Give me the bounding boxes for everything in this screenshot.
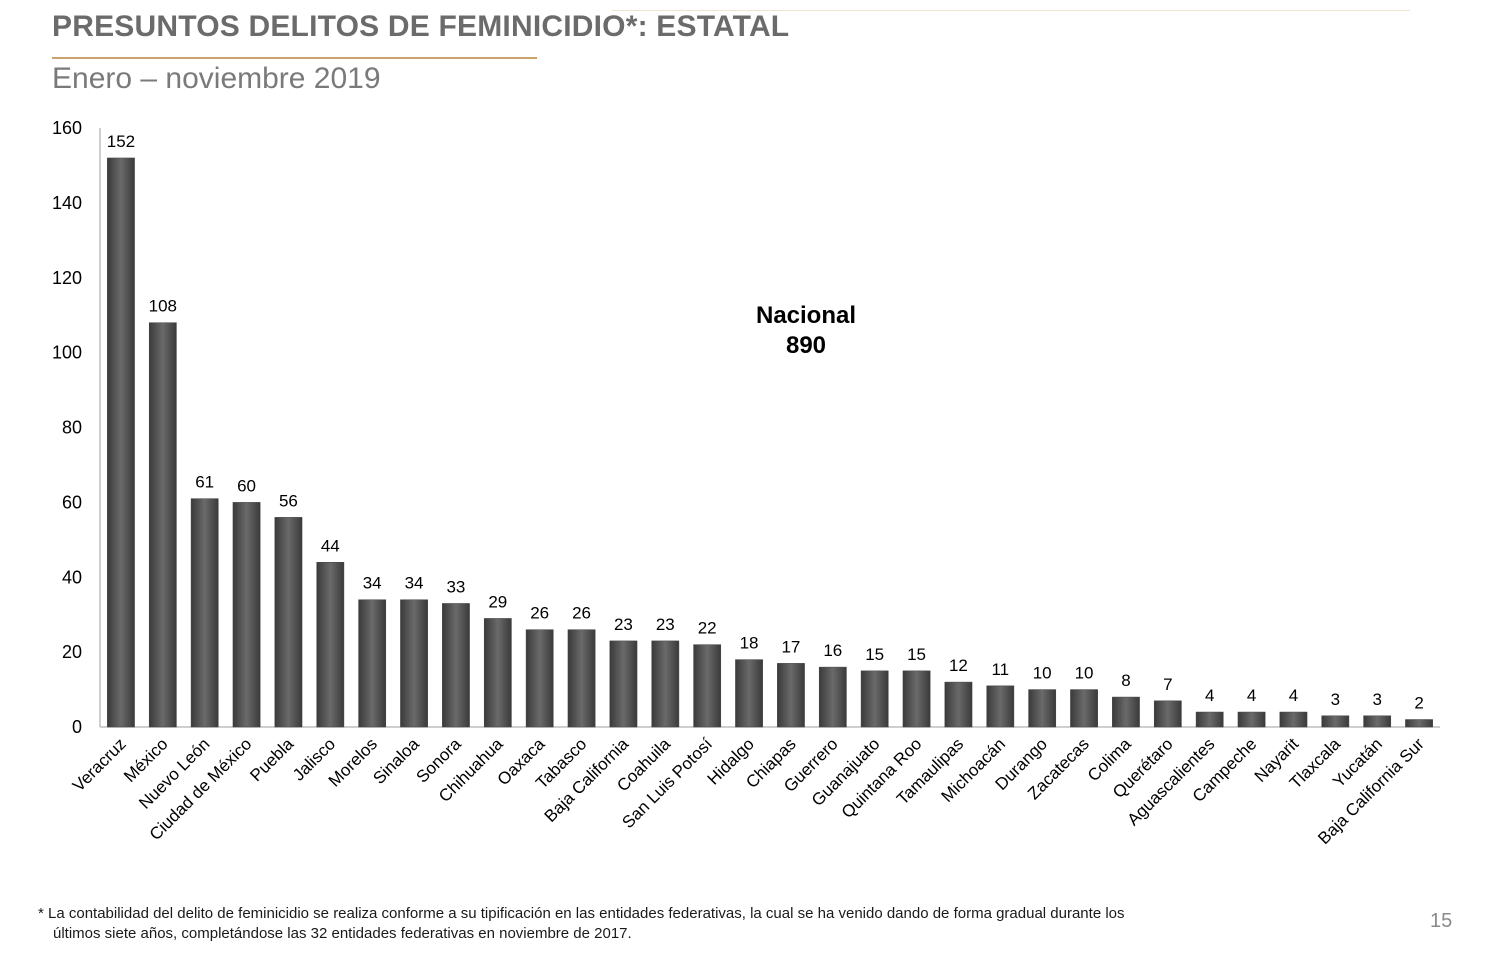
bar-value-label: 4 bbox=[1247, 686, 1256, 705]
bar bbox=[902, 670, 931, 728]
y-tick-label: 100 bbox=[52, 343, 82, 363]
x-tick-label: Sinaloa bbox=[369, 734, 423, 788]
bar-value-label: 12 bbox=[949, 656, 968, 675]
bar bbox=[1405, 719, 1433, 728]
bar bbox=[1070, 689, 1098, 728]
national-total-value: 890 bbox=[786, 332, 826, 359]
page-subtitle: Enero – noviembre 2019 bbox=[52, 62, 381, 95]
bar-value-label: 108 bbox=[149, 297, 177, 316]
bar bbox=[400, 599, 428, 728]
y-tick-label: 0 bbox=[72, 717, 82, 737]
bar-value-label: 152 bbox=[107, 132, 135, 151]
bar bbox=[442, 603, 470, 728]
bar bbox=[818, 666, 847, 728]
bar-value-label: 2 bbox=[1414, 694, 1423, 713]
bar bbox=[316, 562, 345, 728]
bar-value-label: 60 bbox=[237, 476, 256, 495]
bar bbox=[777, 663, 805, 728]
page-number: 15 bbox=[1430, 910, 1453, 932]
bar-value-label: 17 bbox=[781, 637, 800, 656]
y-tick-label: 160 bbox=[52, 118, 82, 138]
bar-value-label: 15 bbox=[865, 645, 884, 664]
bar-value-label: 56 bbox=[279, 491, 298, 510]
national-total-label: Nacional bbox=[756, 302, 856, 329]
bar-value-label: 3 bbox=[1331, 690, 1340, 709]
bar bbox=[148, 322, 177, 728]
bar-value-label: 29 bbox=[488, 592, 507, 611]
y-tick-label: 80 bbox=[62, 418, 82, 438]
bar bbox=[735, 659, 763, 728]
bar-value-label: 4 bbox=[1205, 686, 1214, 705]
bar-value-label: 22 bbox=[698, 619, 717, 638]
y-axis-ticks: 0 20 40 60 80 100 120 140 160 bbox=[52, 118, 82, 737]
top-decorative-rule bbox=[612, 10, 1410, 11]
y-tick-label: 140 bbox=[52, 193, 82, 213]
bar bbox=[1112, 696, 1140, 728]
bar bbox=[358, 599, 387, 728]
bar bbox=[1153, 700, 1182, 728]
y-tick-label: 40 bbox=[62, 567, 82, 587]
bar bbox=[1237, 711, 1266, 728]
bar-value-label: 26 bbox=[530, 604, 549, 623]
bar-value-label: 11 bbox=[991, 660, 1009, 679]
bar-value-label: 23 bbox=[614, 615, 633, 634]
bar bbox=[1195, 711, 1224, 728]
bar bbox=[525, 629, 554, 728]
bar-value-label: 16 bbox=[823, 641, 842, 660]
bar bbox=[232, 502, 261, 728]
bar-value-label: 4 bbox=[1289, 686, 1298, 705]
title-underline bbox=[52, 57, 537, 59]
footnote: * La contabilidad del delito de feminici… bbox=[38, 904, 1418, 944]
footnote-line-1: * La contabilidad del delito de feminici… bbox=[38, 905, 1125, 922]
bar-value-label: 10 bbox=[1075, 664, 1094, 683]
bar bbox=[609, 640, 638, 728]
bar bbox=[860, 670, 889, 728]
bar bbox=[274, 517, 303, 728]
bar-value-label: 7 bbox=[1163, 675, 1172, 694]
y-tick-label: 120 bbox=[52, 268, 82, 288]
bar bbox=[651, 640, 680, 728]
y-tick-label: 20 bbox=[62, 642, 82, 662]
bar bbox=[1363, 715, 1392, 728]
bar bbox=[1321, 715, 1350, 728]
bar-value-label: 10 bbox=[1033, 664, 1052, 683]
x-tick-label: Puebla bbox=[246, 734, 297, 785]
bar bbox=[107, 157, 135, 728]
bar-value-label: 61 bbox=[195, 473, 214, 492]
bar-value-label: 8 bbox=[1121, 671, 1130, 690]
bar-value-label: 3 bbox=[1372, 690, 1381, 709]
bar-value-label: 44 bbox=[321, 536, 340, 555]
bar-value-label: 15 bbox=[907, 645, 926, 664]
bar bbox=[693, 644, 722, 728]
bar bbox=[1028, 689, 1057, 728]
bar-value-label: 33 bbox=[446, 577, 465, 596]
bar bbox=[483, 618, 512, 728]
page-title: PRESUNTOS DELITOS DE FEMINICIDIO*: ESTAT… bbox=[52, 10, 790, 43]
bar bbox=[1279, 711, 1308, 728]
x-tick-label: Veracruz bbox=[69, 734, 130, 795]
footnote-line-2: últimos siete años, completándose las 32… bbox=[53, 925, 632, 942]
y-tick-label: 60 bbox=[62, 492, 82, 512]
bar-value-label: 18 bbox=[740, 634, 759, 653]
bar-value-label: 34 bbox=[363, 574, 382, 593]
bar bbox=[190, 498, 219, 728]
bars bbox=[107, 157, 1433, 728]
bar-value-label: 23 bbox=[656, 615, 675, 634]
bar bbox=[567, 629, 596, 728]
bar bbox=[944, 681, 973, 728]
bar bbox=[986, 685, 1015, 728]
bar-value-label: 34 bbox=[405, 574, 424, 593]
bar-value-label: 26 bbox=[572, 604, 591, 623]
